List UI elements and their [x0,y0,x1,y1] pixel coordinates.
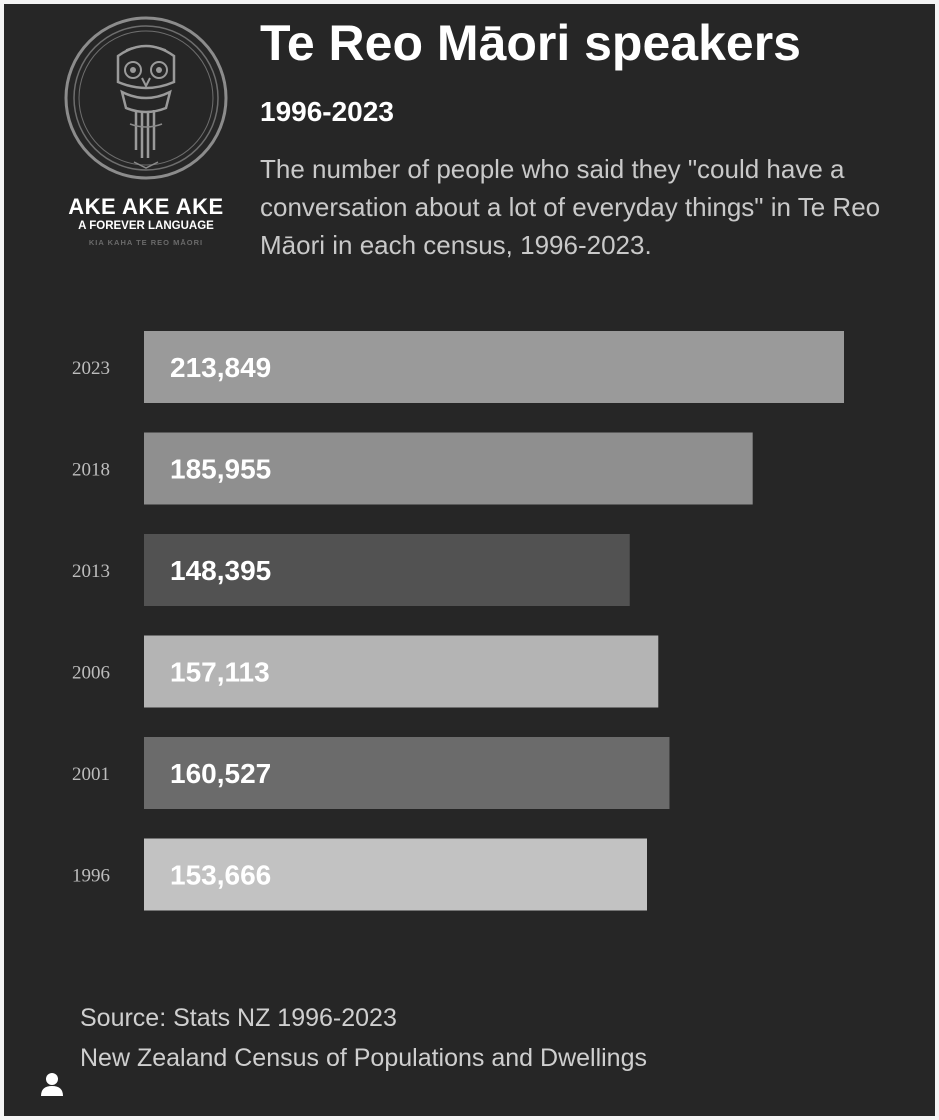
category-label: 2018 [72,460,110,481]
category-label: 1996 [72,866,110,887]
chart-description: The number of people who said they "coul… [260,154,881,260]
bar-value-label: 185,955 [170,454,271,485]
category-label: 2013 [72,561,110,582]
infographic-card: AKE AKE AKE A FOREVER LANGUAGE KIA KAHA … [4,4,935,1116]
user-icon[interactable] [40,1072,64,1098]
source-line: Source: Stats NZ 1996-2023 [80,1004,397,1032]
source-note: Source: Stats NZ 1996-2023 New Zealand C… [80,998,647,1078]
bar [144,331,844,403]
category-label: 2006 [72,663,110,684]
bar-value-label: 153,666 [170,860,271,891]
logo-tagline: KIA KAHA TE REO MĀORI [88,238,204,247]
chart-title: Te Reo Māori speakers [260,15,801,71]
bar-value-label: 148,395 [170,555,271,586]
bar-chart: 2023 213,849 2018 185,955 2013 148,395 2006 157… [72,331,844,911]
bar-value-label: 160,527 [170,758,271,789]
bar [144,534,630,606]
bar [144,635,659,708]
bar-value-label: 213,849 [170,352,271,383]
logo-subtitle: A FOREVER LANGUAGE [78,220,214,232]
bar-value-label: 157,113 [170,657,270,688]
tiki-mask-icon [64,16,228,180]
category-label: 2001 [72,764,110,785]
bar [144,838,648,911]
bar [144,737,670,809]
chart-subtitle: 1996-2023 [260,96,394,127]
source-detail-line: New Zealand Census of Populations and Dw… [80,1044,647,1072]
category-label: 2023 [72,358,110,379]
bar [144,432,753,505]
logo-title: AKE AKE AKE [68,194,224,219]
logo: AKE AKE AKE A FOREVER LANGUAGE KIA KAHA … [56,12,236,264]
